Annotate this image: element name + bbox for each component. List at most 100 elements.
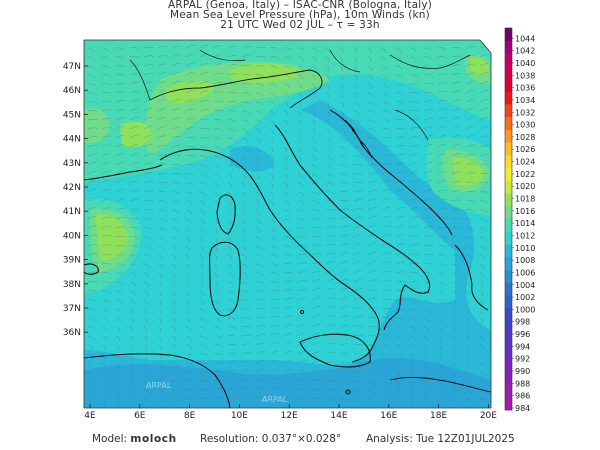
model-info: Model: moloch [92, 433, 177, 445]
wind-streamline [409, 171, 419, 175]
wind-streamline [451, 272, 458, 278]
wind-streamline [367, 47, 371, 54]
wind-streamline [381, 163, 391, 166]
wind-streamline [423, 153, 433, 157]
wind-streamline [129, 153, 139, 157]
wind-streamline [115, 299, 123, 305]
wind-streamline [255, 137, 261, 143]
wind-streamline [325, 101, 329, 108]
lat-tick-label: 40N [63, 231, 81, 241]
wind-streamline [87, 83, 97, 87]
malta-island [345, 389, 351, 395]
wind-streamline [409, 308, 418, 313]
wind-streamline [437, 398, 443, 404]
wind-streamline [479, 299, 483, 306]
wind-streamline [171, 263, 176, 270]
wind-streamline [381, 298, 392, 301]
wind-streamline [311, 209, 321, 213]
wind-streamline [199, 388, 210, 391]
wind-streamline [241, 218, 246, 225]
wind-streamline [283, 396, 293, 400]
wind-streamline [115, 353, 119, 360]
wind-streamline [409, 299, 419, 303]
wind-streamline [227, 101, 237, 104]
wind-streamline [227, 370, 237, 373]
wind-streamline [367, 119, 376, 124]
wind-streamline [409, 216, 419, 220]
wind-streamline [101, 65, 111, 69]
wind-streamline [465, 200, 476, 203]
wind-streamline [213, 91, 224, 94]
wind-streamline [143, 236, 152, 240]
wind-streamline [381, 207, 391, 211]
wind-streamline [255, 342, 265, 346]
wind-streamline [87, 136, 98, 139]
wind-streamline [227, 92, 238, 94]
wind-streamline [227, 182, 232, 188]
wind-streamline [255, 351, 265, 355]
wind-streamline [409, 74, 419, 78]
colorbar-label: 992 [515, 355, 530, 364]
wind-streamline [423, 126, 433, 130]
wind-streamline [297, 288, 307, 292]
wind-streamline [129, 108, 139, 112]
wind-streamline [381, 389, 387, 395]
wind-streamline [367, 234, 376, 238]
wind-streamline [451, 126, 460, 130]
wind-streamline [241, 326, 252, 328]
wind-streamline [437, 389, 442, 396]
wind-streamline [241, 182, 246, 189]
wind-streamline [129, 126, 139, 130]
wind-streamline [283, 315, 293, 319]
wind-streamline [451, 254, 460, 259]
wind-streamline [283, 306, 293, 310]
wind-streamline [451, 371, 456, 378]
wind-streamline [227, 245, 232, 252]
wind-streamline [87, 162, 97, 166]
wind-streamline [115, 207, 125, 211]
wind-streamline [213, 388, 223, 391]
wind-streamline [101, 83, 111, 86]
wind-streamline [171, 136, 181, 139]
wind-streamline [325, 352, 335, 355]
wind-streamline [381, 353, 389, 358]
lat-tick-label: 43N [63, 159, 81, 169]
coastlines [84, 49, 491, 408]
wind-streamline [465, 380, 472, 386]
wind-streamline [423, 65, 433, 69]
wind-streamline [171, 145, 182, 148]
wind-streamline [129, 144, 139, 148]
wind-streamline [255, 92, 264, 97]
wind-streamline [199, 245, 203, 252]
wind-streamline [311, 101, 315, 108]
wind-streamline [87, 317, 96, 322]
colorbar-label: 1040 [515, 59, 535, 68]
wind-streamline [115, 108, 125, 112]
wind-streamline [283, 173, 288, 180]
model-label: Model: [92, 433, 128, 445]
wind-streamline [227, 263, 233, 269]
wind-streamline [115, 326, 121, 332]
wind-streamline [199, 290, 204, 297]
colorbar-swatch [505, 397, 512, 411]
wind-streamline [395, 271, 406, 274]
wind-streamline [283, 200, 290, 206]
wind-streamlines [87, 45, 490, 405]
wind-streamline [115, 135, 125, 139]
wind-streamline [143, 209, 154, 212]
wind-streamline [283, 182, 288, 188]
wind-streamline [283, 360, 293, 364]
wind-streamline [255, 74, 265, 78]
wind-streamline [185, 389, 195, 392]
wind-streamline [423, 144, 433, 148]
wind-streamline [465, 209, 475, 212]
wind-streamline [381, 92, 389, 97]
wind-streamline [185, 281, 189, 288]
wind-streamline [269, 263, 279, 267]
wind-streamline [129, 199, 140, 202]
wind-streamline [297, 324, 307, 328]
wind-streamline [395, 119, 406, 121]
wind-streamline [185, 263, 189, 270]
wind-streamline [283, 218, 291, 223]
